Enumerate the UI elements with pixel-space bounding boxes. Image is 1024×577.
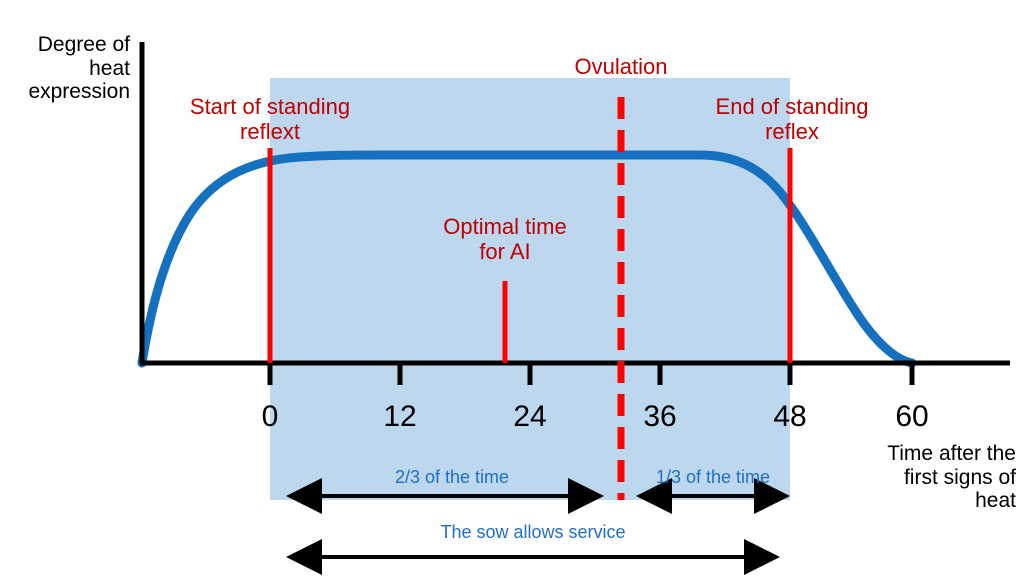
x-axis-title: Time after the first signs of heat <box>887 442 1016 513</box>
one-third-of-the-time-label: 1/3 of the time <box>655 467 771 487</box>
x-tick-label-60: 60 <box>895 400 929 433</box>
two-thirds-of-the-time-label: 2/3 of the time <box>394 467 510 487</box>
ovulation-label: Ovulation <box>574 54 668 79</box>
end-of-standing-reflex-label: End of standing reflex <box>715 94 869 144</box>
x-tick-label-0: 0 <box>261 400 279 433</box>
x-tick-label-24: 24 <box>513 400 547 433</box>
start-of-standing-reflex-label: Start of standing reflext <box>189 94 351 144</box>
heat-expression-curve <box>137 150 917 368</box>
x-tick-label-36: 36 <box>643 400 677 433</box>
shaded-standing-reflex-region <box>270 78 790 500</box>
x-tick-label-48: 48 <box>773 400 807 433</box>
x-tick-label-12: 12 <box>383 400 417 433</box>
optimal-time-for-ai-label: Optimal time for AI <box>443 214 567 264</box>
the-sow-allows-service-label: The sow allows service <box>440 522 626 542</box>
y-axis-title: Degree of heat expression <box>28 33 130 104</box>
